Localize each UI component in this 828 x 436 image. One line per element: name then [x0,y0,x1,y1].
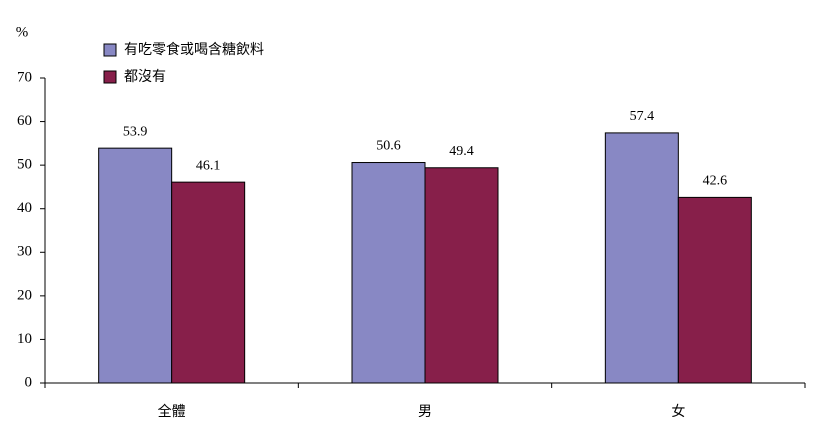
x-tick-label: 女 [671,403,685,420]
y-tick-label: 50 [17,157,32,173]
value-label: 46.1 [196,158,221,173]
bar [677,196,752,384]
value-label: 42.6 [703,174,728,189]
legend-label: 都沒有 [124,68,166,85]
value-label: 53.9 [123,124,148,139]
bar [604,132,679,384]
y-tick-label: 0 [25,374,33,390]
legend-swatch [103,70,117,84]
y-tick-label: 30 [17,244,32,260]
y-tick-label: 40 [17,200,32,216]
bar [424,167,499,384]
bar [98,147,173,384]
value-label: 57.4 [630,109,655,124]
y-tick-label: 70 [17,69,32,85]
y-tick-label: 10 [17,331,32,347]
value-label: 49.4 [449,144,474,159]
legend-label: 有吃零食或喝含糖飲料 [124,41,264,58]
bar [171,181,246,384]
value-label: 50.6 [376,139,401,154]
y-tick-label: 60 [17,113,32,129]
y-tick-label: 20 [17,287,32,303]
x-tick-label: 全體 [158,403,186,420]
x-tick-label: 男 [418,404,432,420]
bar [351,162,426,384]
legend-swatch [103,43,117,57]
y-axis-label: % [16,24,29,40]
